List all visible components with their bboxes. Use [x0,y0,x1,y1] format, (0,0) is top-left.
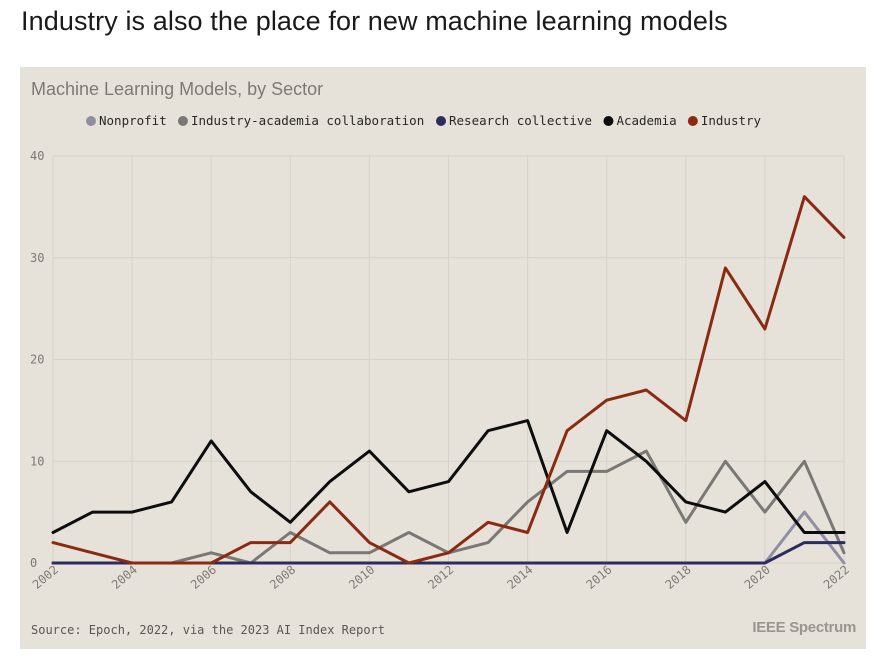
y-tick-label: 0 [30,556,37,570]
gridlines [52,155,845,564]
x-tick-label: 2020 [742,563,773,592]
series-lines [51,195,846,565]
legend-marker-nonprofit [86,116,96,126]
source-note: Source: Epoch, 2022, via the 2023 AI Ind… [31,623,386,637]
x-tick-label: 2010 [346,563,377,592]
legend-marker-industry [687,116,698,126]
legend-label-academia: Academia [616,113,676,128]
legend-label-research-collective: Research collective [449,113,592,128]
series-line-industry [51,195,846,565]
y-tick-label: 30 [30,251,44,265]
x-tick-label: 2014 [504,563,535,592]
y-axis-ticks: 0 10 20 30 40 [30,149,44,570]
x-tick-label: 2012 [425,563,456,592]
x-tick-label: 2016 [583,563,614,592]
x-axis-ticks: 2002 2004 2006 2008 2010 2012 2014 2016 2018 2020… [30,563,852,592]
legend-marker-research-collective [436,116,446,126]
legend: Nonprofit Industry-academia collaboration… [86,113,762,128]
chart-title: Machine Learning Models, by Sector [31,79,324,99]
x-tick-label: 2004 [109,563,140,592]
brand-logo: IEEE Spectrum [752,619,856,636]
x-tick-label: 2008 [267,563,298,592]
y-tick-label: 10 [30,454,44,468]
legend-label-industry-academia-collaboration: Industry-academia collaboration [191,113,424,128]
chart-card: Machine Learning Models, by Sector 0 10 20… [20,67,866,649]
series-line-academia [51,419,846,534]
legend-marker-academia [603,116,614,126]
y-tick-label: 20 [30,353,44,367]
legend-label-industry: Industry [701,113,762,128]
x-tick-label: 2006 [188,563,219,592]
legend-label-nonprofit: Nonprofit [99,113,167,128]
x-tick-label: 2018 [663,563,694,592]
page-headline: Industry is also the place for new machi… [21,6,728,36]
x-tick-label: 2022 [821,563,852,592]
y-tick-label: 40 [30,149,44,163]
legend-marker-industry-academia-collaboration [177,116,188,126]
